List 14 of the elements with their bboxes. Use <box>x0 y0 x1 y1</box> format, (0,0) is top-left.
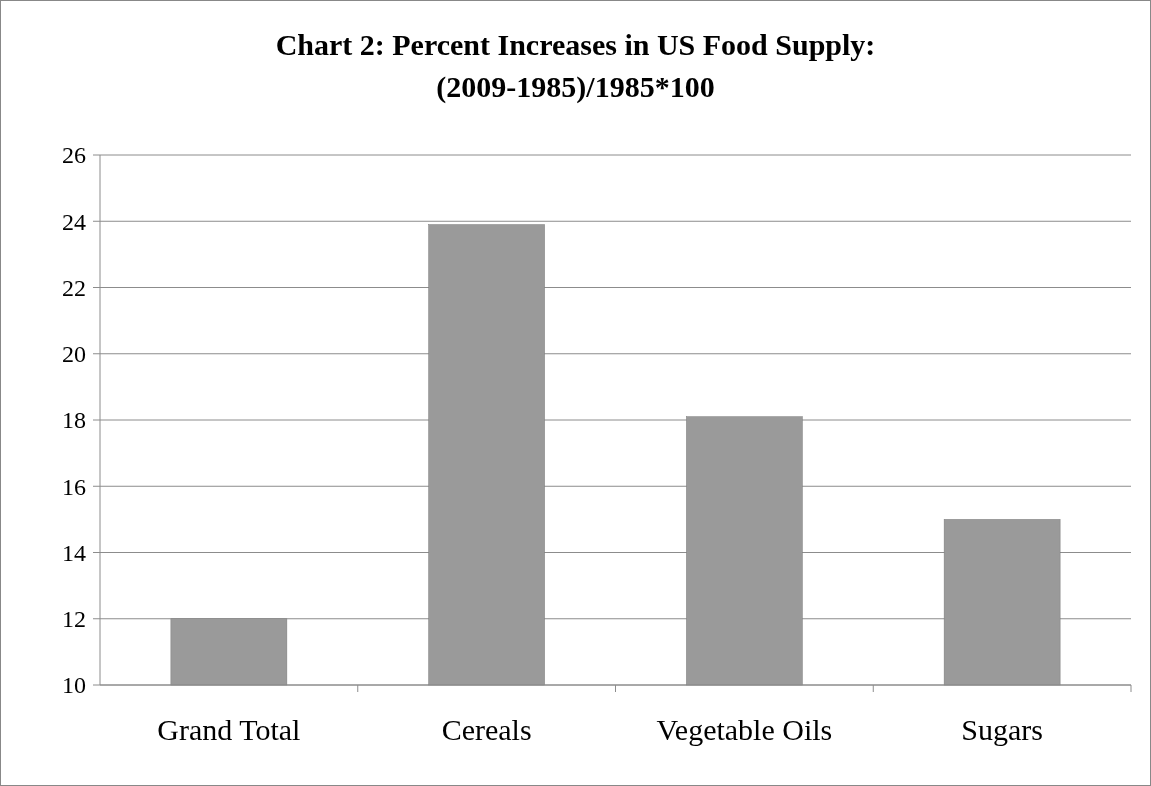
y-tick-label: 20 <box>62 341 86 368</box>
y-tick-label: 12 <box>62 606 86 633</box>
y-tick-label: 14 <box>62 539 86 566</box>
x-tick-label: Cereals <box>441 713 532 746</box>
y-tick-label: 10 <box>62 672 86 699</box>
x-tick-label: Grand Total <box>157 713 301 746</box>
x-tick-label: Vegetable Oils <box>656 713 833 746</box>
y-tick-label: 18 <box>62 407 86 434</box>
x-tick-label: Sugars <box>961 713 1043 746</box>
chart-title: Chart 2: Percent Increases in US Food Supply: (2009-1985)/1985*100 <box>275 28 876 104</box>
y-tick-label: 16 <box>62 473 86 500</box>
y-tick-label: 24 <box>62 208 86 235</box>
y-tick-label: 22 <box>62 274 86 301</box>
y-tick-label: 26 <box>62 142 86 169</box>
